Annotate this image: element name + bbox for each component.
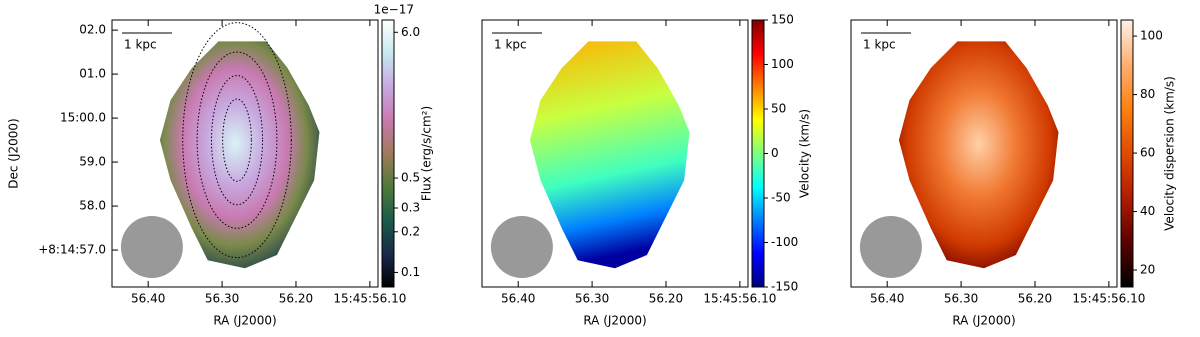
- contour: [222, 98, 252, 182]
- y-tick-label: 15:00.0: [60, 111, 106, 125]
- colorbar-tick-label: 0.2: [401, 224, 420, 238]
- x-axis-label: RA (J2000): [583, 314, 646, 328]
- colorbar-label: Velocity dispersion (km/s): [1162, 76, 1176, 231]
- contour: [210, 75, 264, 206]
- x-tick-label: 56.20: [1018, 292, 1052, 306]
- colorbar-tick-label: 6.0: [401, 25, 420, 39]
- x-axis-label: RA (J2000): [952, 314, 1015, 328]
- scale-bar-label: 1 kpc: [124, 38, 157, 52]
- y-tick-label: 01.0: [79, 67, 106, 81]
- colorbar: [1120, 19, 1134, 288]
- colorbar-label: Flux (erg/s/cm²): [420, 106, 434, 201]
- colorbar-label: Velocity (km/s): [798, 109, 812, 198]
- colorbar-tick-label: -150: [771, 280, 798, 294]
- beam: [859, 215, 922, 278]
- colorbar-tick-label: -100: [771, 235, 798, 249]
- colorbar-tick-label: 0.1: [401, 265, 420, 279]
- y-tick-label: 58.0: [79, 199, 106, 213]
- x-tick-label: 15:45:56.10: [333, 292, 406, 306]
- beam: [490, 215, 553, 278]
- x-tick-label: 15:45:56.10: [1072, 292, 1145, 306]
- x-tick-label: 56.20: [279, 292, 313, 306]
- colorbar-tick-label: 0.3: [401, 200, 420, 214]
- colorbar-tick-label: 150: [771, 13, 794, 27]
- colorbar-tick-label: 100: [1140, 29, 1163, 43]
- x-tick-label: 15:45:56.10: [703, 292, 776, 306]
- axes-frame: [850, 19, 1118, 288]
- colorbar-offset: 1e−17: [374, 3, 414, 17]
- x-tick-label: 56.40: [131, 292, 165, 306]
- x-tick-label: 56.30: [944, 292, 978, 306]
- x-tick-label: 56.40: [870, 292, 904, 306]
- scale-bar-label: 1 kpc: [863, 38, 896, 52]
- y-tick-label: +8:14:57.0: [38, 243, 106, 257]
- colorbar-tick-label: 20: [1140, 263, 1155, 277]
- y-tick-label: 59.0: [79, 155, 106, 169]
- scale-bar-label: 1 kpc: [494, 38, 527, 52]
- x-tick-label: 56.20: [649, 292, 683, 306]
- y-tick-label: 02.0: [79, 23, 106, 37]
- map-image: [159, 41, 320, 269]
- colorbar-tick-label: 50: [771, 102, 786, 116]
- colorbar: [751, 19, 765, 288]
- x-tick-label: 56.30: [205, 292, 239, 306]
- colorbar: [381, 19, 395, 288]
- colorbar-tick-label: 80: [1140, 87, 1155, 101]
- x-tick-label: 56.40: [501, 292, 535, 306]
- colorbar-tick-label: 0.5: [401, 171, 420, 185]
- map-image: [529, 41, 690, 269]
- colorbar-tick-label: -50: [771, 191, 791, 205]
- colorbar-tick-label: 0: [771, 146, 779, 160]
- contour: [196, 51, 278, 229]
- map-image: [898, 41, 1059, 269]
- colorbar-tick-label: 40: [1140, 204, 1155, 218]
- contour: [182, 22, 292, 259]
- axes-frame: [481, 19, 749, 288]
- colorbar-tick-label: 100: [771, 57, 794, 71]
- x-axis-label: RA (J2000): [213, 314, 276, 328]
- beam: [120, 215, 183, 278]
- colorbar-tick-label: 60: [1140, 146, 1155, 160]
- y-axis-label: Dec (J2000): [7, 118, 21, 188]
- x-tick-label: 56.30: [575, 292, 609, 306]
- axes-frame: [111, 19, 379, 288]
